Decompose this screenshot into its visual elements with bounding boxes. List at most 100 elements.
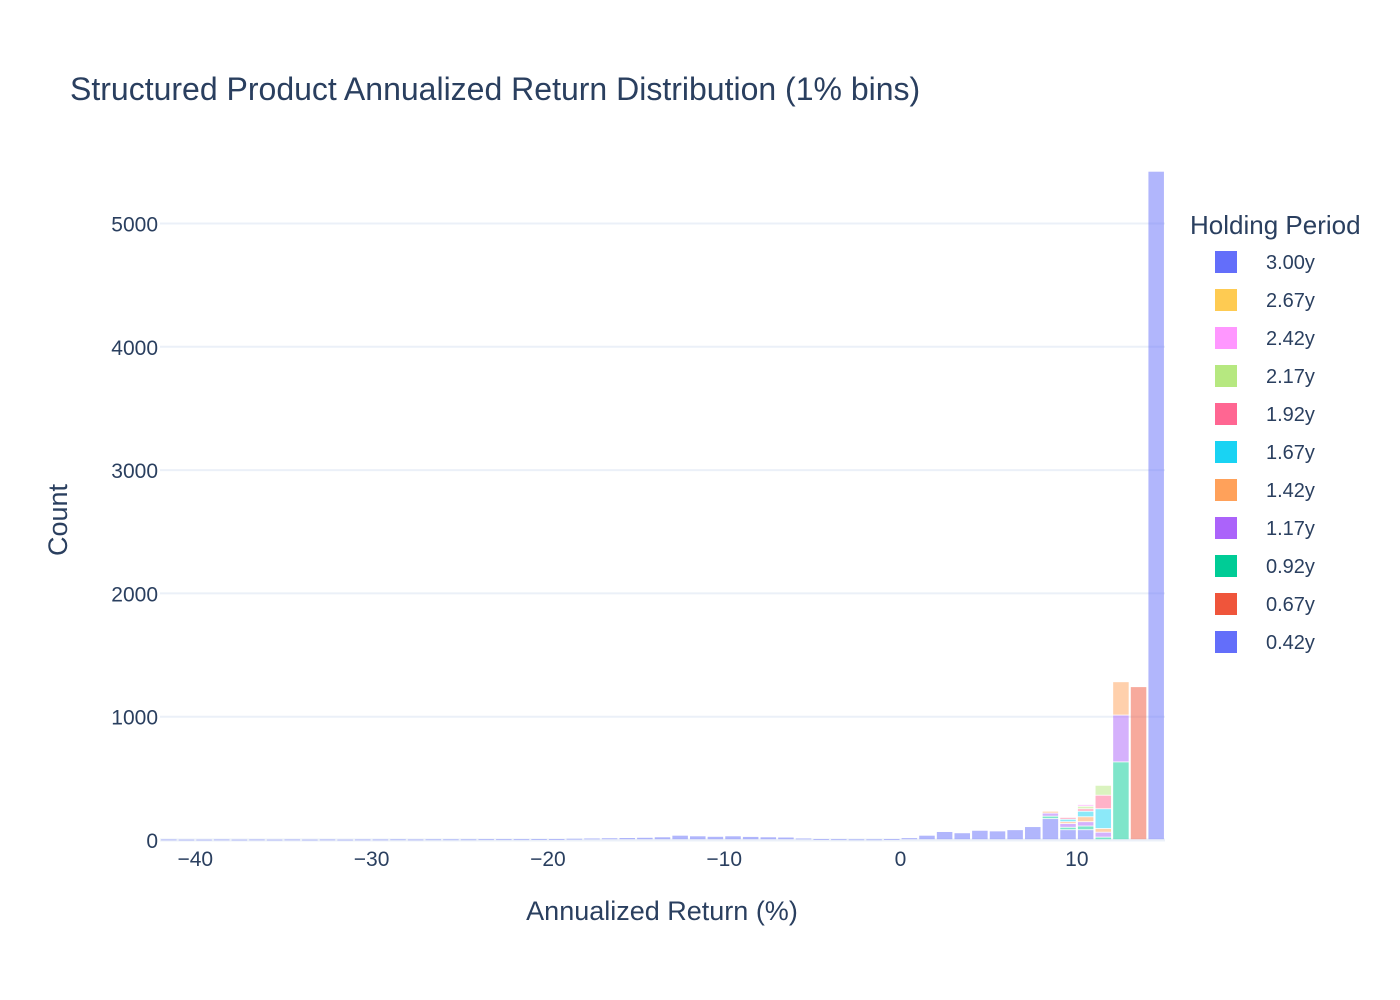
bar-0-42y[interactable] — [654, 837, 671, 840]
bar-0-42y[interactable] — [231, 839, 248, 841]
bar-1-67y[interactable] — [1095, 809, 1112, 829]
legend-item-0-42y[interactable]: 0.42y — [1215, 631, 1315, 654]
bar-0-42y[interactable] — [1042, 819, 1059, 840]
bar-0-42y[interactable] — [425, 839, 442, 841]
bar-0-92y[interactable] — [1060, 827, 1076, 830]
bar-0-42y[interactable] — [936, 831, 953, 840]
bar-2-42y[interactable] — [1077, 804, 1094, 806]
legend[interactable]: Holding Period 3.00y 2.67y 2.42y 2.17y 1.92y… — [1190, 210, 1361, 654]
bar-1-42y[interactable] — [1042, 811, 1059, 813]
bar-1-42y[interactable] — [1077, 817, 1094, 822]
legend-item-1-17y[interactable]: 1.17y — [1215, 517, 1315, 540]
legend-swatch — [1215, 631, 1237, 653]
bar-0-92y[interactable] — [1095, 837, 1112, 840]
bar-0-42y[interactable] — [1025, 827, 1041, 840]
bar-0-42y[interactable] — [672, 835, 688, 840]
legend-item-0-92y[interactable]: 0.92y — [1215, 555, 1315, 578]
bar-0-42y[interactable] — [531, 839, 547, 840]
bar-0-42y[interactable] — [690, 836, 706, 840]
bar-0-92y[interactable] — [1077, 826, 1094, 830]
bar-0-42y[interactable] — [1077, 830, 1094, 840]
bar-0-42y[interactable] — [707, 836, 724, 840]
bar-2-17y[interactable] — [1077, 806, 1094, 809]
bar-1-92y[interactable] — [1060, 817, 1076, 819]
bar-0-42y[interactable] — [725, 836, 741, 840]
bar-0-42y[interactable] — [883, 839, 900, 840]
bar-0-42y[interactable] — [390, 839, 406, 841]
bar-0-42y[interactable] — [337, 839, 353, 841]
bar-1-17y[interactable] — [1113, 715, 1129, 762]
bar-0-42y[interactable] — [831, 839, 847, 841]
bar-0-42y[interactable] — [619, 838, 635, 840]
bar-0-42y[interactable] — [196, 839, 212, 841]
bar-0-42y[interactable] — [161, 839, 177, 841]
bar-0-42y[interactable] — [813, 839, 829, 840]
legend-swatch — [1215, 403, 1237, 425]
bar-0-42y[interactable] — [954, 833, 970, 840]
y-tick-label: 2000 — [111, 583, 158, 606]
legend-item-1-42y[interactable]: 1.42y — [1215, 479, 1315, 502]
bar-1-92y[interactable] — [1077, 809, 1094, 811]
legend-item-1-67y[interactable]: 1.67y — [1215, 441, 1315, 464]
bar-0-42y[interactable] — [919, 835, 935, 840]
bar-2-17y[interactable] — [1095, 785, 1112, 795]
bar-1-67y[interactable] — [1060, 819, 1076, 822]
bar-1-17y[interactable] — [1060, 823, 1076, 827]
legend-items[interactable]: 3.00y 2.67y 2.42y 2.17y 1.92y 1.67y 1.42y 1.17y… — [1215, 251, 1315, 654]
bar-0-42y[interactable] — [178, 839, 195, 841]
bar-0-42y[interactable] — [319, 839, 336, 841]
bar-0-67y[interactable] — [1130, 687, 1147, 840]
legend-item-2-67y[interactable]: 2.67y — [1215, 289, 1315, 312]
bar-0-42y[interactable] — [460, 839, 477, 841]
legend-item-2-17y[interactable]: 2.17y — [1215, 365, 1315, 388]
y-tick-label: 5000 — [111, 213, 158, 236]
bar-0-42y[interactable] — [213, 839, 230, 841]
bar-0-42y[interactable] — [1148, 171, 1164, 840]
bar-1-92y[interactable] — [1095, 795, 1112, 809]
bar-0-42y[interactable] — [742, 836, 759, 840]
bar-1-42y[interactable] — [1095, 828, 1112, 832]
bar-1-17y[interactable] — [1042, 813, 1059, 816]
bar-0-42y[interactable] — [778, 837, 794, 840]
bar-1-42y[interactable] — [1113, 682, 1129, 715]
bar-1-17y[interactable] — [1077, 822, 1094, 826]
bar-0-42y[interactable] — [601, 838, 618, 840]
bar-0-42y[interactable] — [760, 837, 777, 840]
bar-0-42y[interactable] — [866, 839, 882, 841]
bar-0-42y[interactable] — [372, 839, 389, 841]
bar-0-42y[interactable] — [1060, 830, 1076, 840]
bar-0-92y[interactable] — [1113, 762, 1129, 840]
bar-0-42y[interactable] — [478, 839, 494, 841]
bar-0-42y[interactable] — [566, 838, 583, 840]
bar-0-42y[interactable] — [848, 839, 865, 841]
bar-0-42y[interactable] — [901, 838, 918, 840]
bar-0-42y[interactable] — [1007, 830, 1023, 840]
bar-0-42y[interactable] — [443, 839, 459, 841]
bar-0-42y[interactable] — [972, 830, 988, 840]
legend-item-2-42y[interactable]: 2.42y — [1215, 327, 1315, 350]
bar-0-42y[interactable] — [249, 839, 265, 841]
bar-0-42y[interactable] — [637, 837, 653, 840]
bar-0-42y[interactable] — [407, 839, 424, 841]
bars — [161, 171, 1164, 841]
legend-item-0-67y[interactable]: 0.67y — [1215, 593, 1315, 616]
bar-1-17y[interactable] — [1095, 832, 1112, 837]
bar-0-42y[interactable] — [302, 839, 318, 841]
bar-1-67y[interactable] — [1077, 811, 1094, 817]
bar-1-42y[interactable] — [1060, 822, 1076, 824]
bar-0-42y[interactable] — [496, 839, 512, 841]
bar-0-42y[interactable] — [284, 839, 300, 841]
tick-labels: 0 1000 2000 3000 4000 5000 −40 −30 −20 −10 0 10 — [111, 213, 1088, 871]
bar-0-42y[interactable] — [548, 839, 565, 840]
bar-0-42y[interactable] — [584, 838, 600, 840]
bar-0-42y[interactable] — [795, 838, 812, 840]
bar-0-42y[interactable] — [513, 839, 530, 841]
legend-item-3-00y[interactable]: 3.00y — [1215, 251, 1315, 274]
bar-0-92y[interactable] — [1042, 816, 1059, 819]
bar-0-42y[interactable] — [266, 839, 283, 841]
legend-item-1-92y[interactable]: 1.92y — [1215, 403, 1315, 426]
bar-0-42y[interactable] — [355, 839, 371, 841]
bar-0-42y[interactable] — [989, 831, 1006, 840]
x-tick-label: −30 — [354, 848, 390, 871]
